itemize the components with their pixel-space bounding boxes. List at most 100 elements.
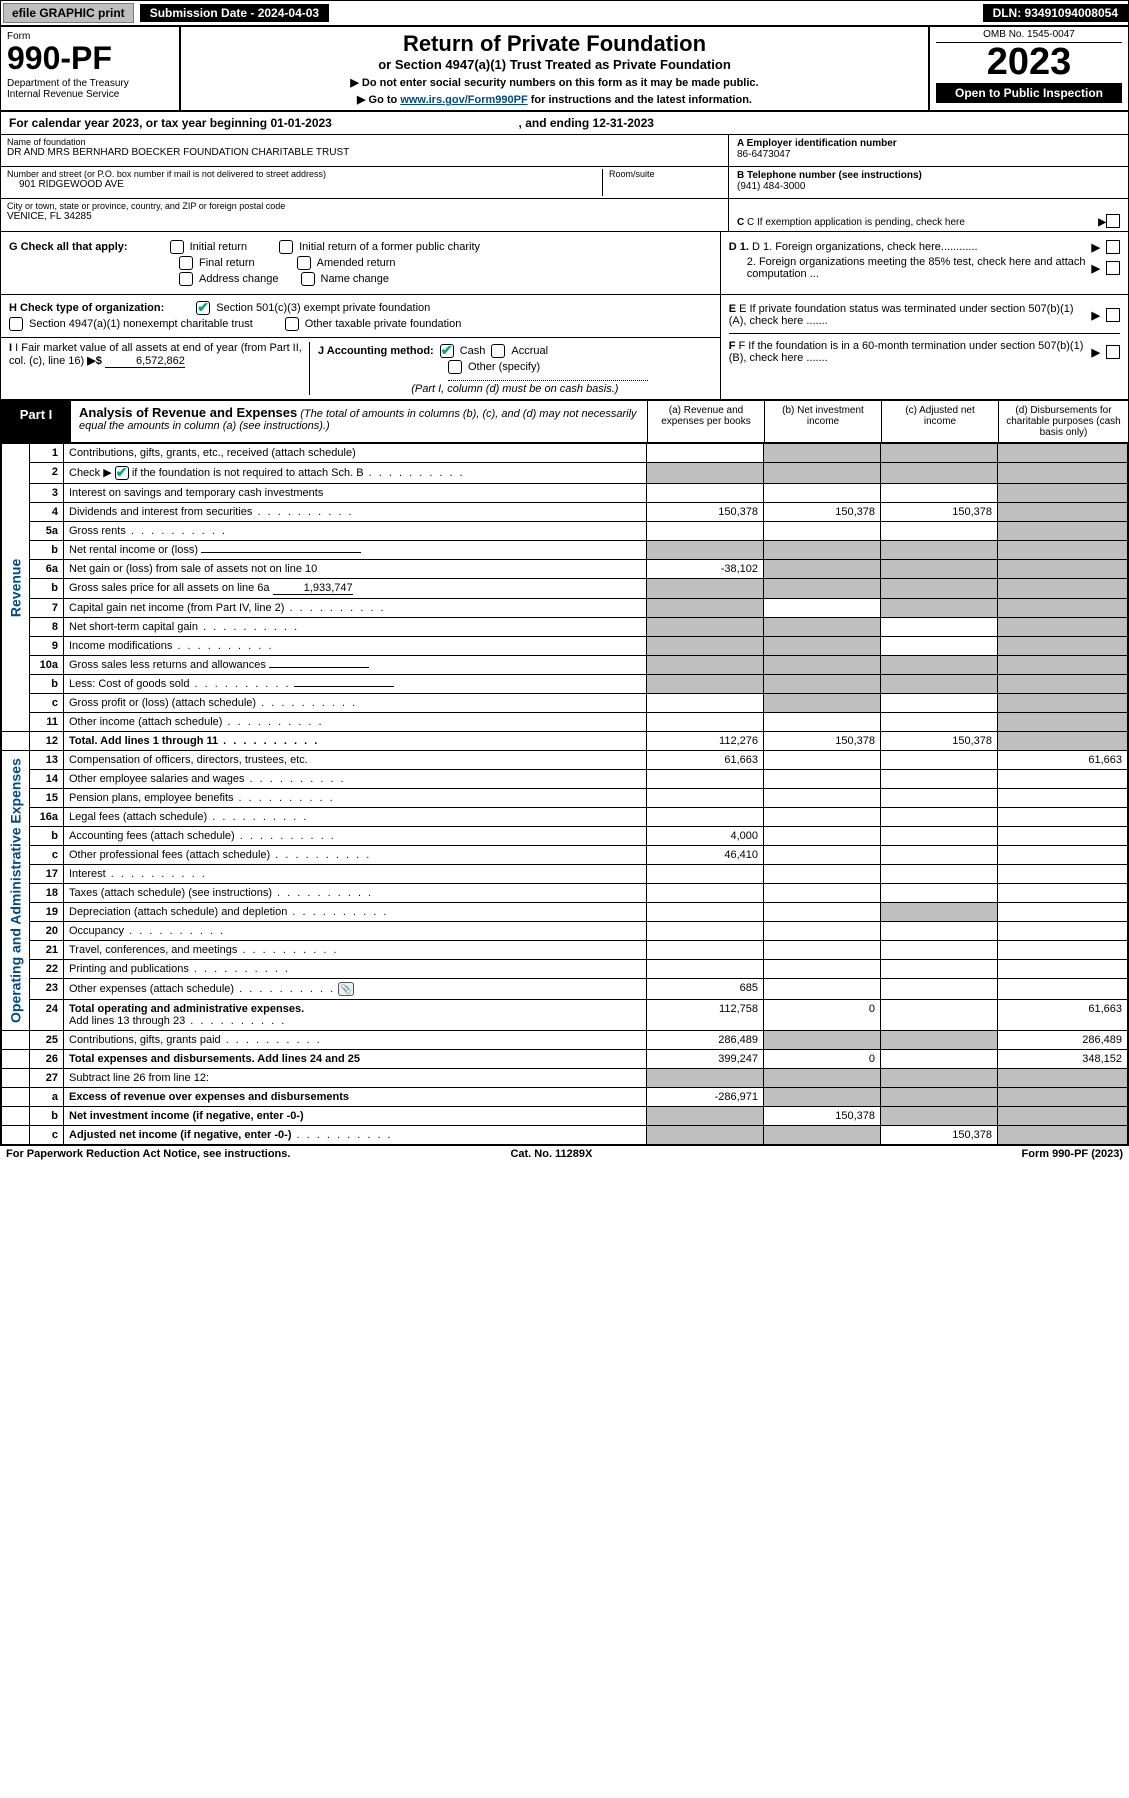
j-label: J Accounting method: [318,345,434,357]
ein-row: A Employer identification number 86-6473… [729,135,1128,167]
form-header: Form 990-PF Department of the Treasury I… [1,27,1128,112]
g-block: G Check all that apply: Initial return I… [1,232,720,294]
cell-value: 61,663 [998,1000,1128,1031]
dept-treasury: Department of the Treasury [7,78,173,89]
table-row: 2 Check ▶ if the foundation is not requi… [2,463,1128,484]
row-desc: Net short-term capital gain [64,618,647,637]
table-row: c Adjusted net income (if negative, ente… [2,1126,1128,1145]
table-row: 20 Occupancy [2,922,1128,941]
cell-value: 399,247 [647,1050,764,1069]
row-num: 22 [30,960,64,979]
form-number: 990-PF [7,42,173,74]
cell-value: 0 [764,1000,881,1031]
row-num: 23 [30,979,64,1000]
cell-value: 61,663 [647,751,764,770]
f-checkbox[interactable] [1106,345,1120,359]
d-block: D 1. D 1. Foreign organizations, check h… [720,232,1128,294]
col-d-header: (d) Disbursements for charitable purpose… [998,401,1128,442]
h-501c3-checkbox[interactable] [196,301,210,315]
cell-value: 112,758 [647,1000,764,1031]
cell-value: 150,378 [881,1126,998,1145]
e-label: E If private foundation status was termi… [729,303,1074,327]
tel-label: B Telephone number (see instructions) [737,170,1120,181]
row-desc: Gross profit or (loss) (attach schedule) [64,694,647,713]
h-i-j-block: H Check type of organization: Section 50… [1,295,1128,401]
identity-right: A Employer identification number 86-6473… [728,135,1128,231]
g-name-checkbox[interactable] [301,272,315,286]
table-row: 16a Legal fees (attach schedule) [2,808,1128,827]
name-row: Name of foundation DR AND MRS BERNHARD B… [1,135,728,167]
inline-value: 1,933,747 [273,582,353,595]
d2-label: 2. Foreign organizations meeting the 85%… [729,256,1086,280]
calendar-year-row: For calendar year 2023, or tax year begi… [1,112,1128,135]
table-row: Revenue 1 Contributions, gifts, grants, … [2,444,1128,463]
table-row: 8 Net short-term capital gain [2,618,1128,637]
g-amended-checkbox[interactable] [297,256,311,270]
g-address-checkbox[interactable] [179,272,193,286]
g-d-block: G Check all that apply: Initial return I… [1,232,1128,295]
j-cash-checkbox[interactable] [440,344,454,358]
form-title: Return of Private Foundation [191,31,918,57]
row-num: b [30,541,64,560]
efile-print-button[interactable]: efile GRAPHIC print [3,3,134,23]
row-num: a [30,1088,64,1107]
tel-value: (941) 484-3000 [737,181,1120,192]
row-num: 26 [30,1050,64,1069]
row-num: 13 [30,751,64,770]
row-desc: Other professional fees (attach schedule… [64,846,647,865]
row-num: 6a [30,560,64,579]
table-row: c Gross profit or (loss) (attach schedul… [2,694,1128,713]
g-initial-checkbox[interactable] [170,240,184,254]
calyear-pre: For calendar year 2023, or tax year begi… [9,116,270,130]
g-final-checkbox[interactable] [179,256,193,270]
cell-value: 150,378 [764,732,881,751]
cell-value: 150,378 [764,503,881,522]
revenue-vlabel: Revenue [2,444,30,732]
row-desc: Depreciation (attach schedule) and deple… [64,903,647,922]
city-label: City or town, state or province, country… [7,201,722,211]
row-desc: Gross rents [64,522,647,541]
row-desc: Other expenses (attach schedule) 📎 [64,979,647,1000]
row-desc: Contributions, gifts, grants, etc., rece… [64,444,647,463]
row-num: 17 [30,865,64,884]
form-subtitle: or Section 4947(a)(1) Trust Treated as P… [191,57,918,72]
d2-checkbox[interactable] [1106,261,1120,275]
ein-value: 86-6473047 [737,149,1120,160]
arrow-icon: ▶ [1092,241,1100,254]
i-value: 6,572,862 [105,355,185,368]
j-other-checkbox[interactable] [448,360,462,374]
d1-checkbox[interactable] [1106,240,1120,254]
table-row: 26 Total expenses and disbursements. Add… [2,1050,1128,1069]
table-row: 22 Printing and publications [2,960,1128,979]
sch-b-checkbox[interactable] [115,466,129,480]
c-checkbox[interactable] [1106,214,1120,228]
cell-value: 0 [764,1050,881,1069]
arrow-icon: ▶ [1092,262,1100,275]
row-desc: Total expenses and disbursements. Add li… [64,1050,647,1069]
table-row: 23 Other expenses (attach schedule) 📎 68… [2,979,1128,1000]
row-desc: Gross sales price for all assets on line… [64,579,647,599]
table-row: 19 Depreciation (attach schedule) and de… [2,903,1128,922]
table-row: 11 Other income (attach schedule) [2,713,1128,732]
expenses-vlabel: Operating and Administrative Expenses [2,751,30,1031]
row-num: b [30,675,64,694]
row-num: 20 [30,922,64,941]
attachment-icon[interactable]: 📎 [338,982,354,996]
irs-form-link[interactable]: www.irs.gov/Form990PF [400,94,527,106]
table-row: 9 Income modifications [2,637,1128,656]
instr-line-1: ▶ Do not enter social security numbers o… [191,76,918,89]
cell-value: 4,000 [647,827,764,846]
j-accrual-checkbox[interactable] [491,344,505,358]
row-num: 11 [30,713,64,732]
h-other-checkbox[interactable] [285,317,299,331]
e-checkbox[interactable] [1106,308,1120,322]
row-num: b [30,579,64,599]
row-desc: Printing and publications [64,960,647,979]
cell-value: 112,276 [647,732,764,751]
h-4947-checkbox[interactable] [9,317,23,331]
footer-cat-no: Cat. No. 11289X [510,1148,592,1160]
addr-label: Number and street (or P.O. box number if… [7,169,602,179]
table-row: Operating and Administrative Expenses 13… [2,751,1128,770]
part1-header: Part I Analysis of Revenue and Expenses … [1,401,1128,443]
g-initial-former-checkbox[interactable] [279,240,293,254]
